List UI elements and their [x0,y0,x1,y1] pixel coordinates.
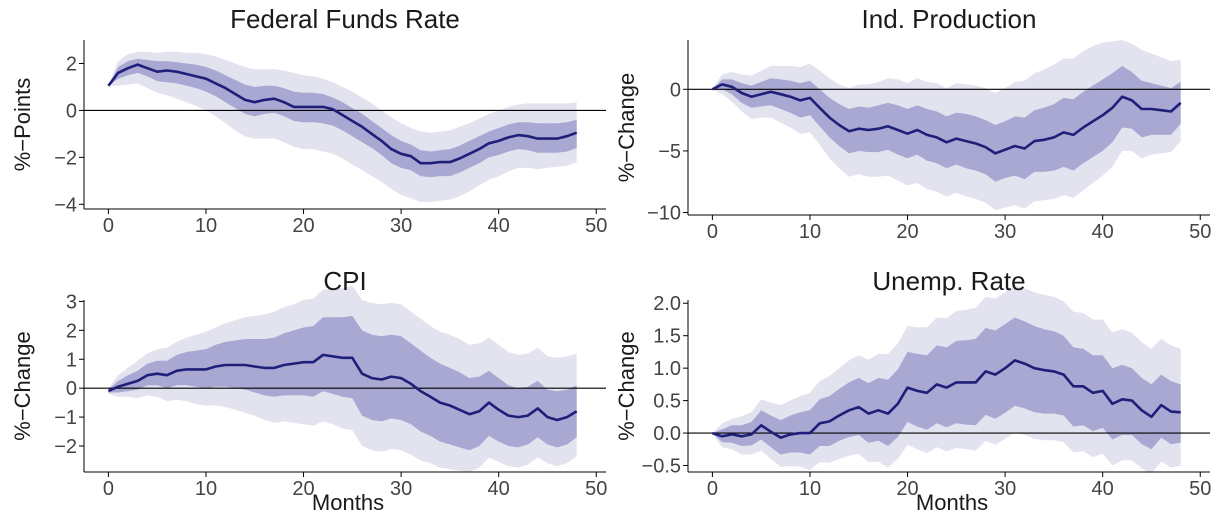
y-tick-label: 0.0 [653,423,681,445]
x-axis-label: Months [916,490,988,515]
y-tick-label: 1.5 [653,326,681,348]
x-tick-label: 40 [1092,478,1114,500]
y-tick-label: 0.5 [653,391,681,413]
x-tick-label: 0 [103,215,114,237]
y-tick-label: 2 [66,320,77,342]
y-tick-label: −4 [54,194,77,216]
median-response-line [107,353,578,422]
chart-title: Ind. Production [862,4,1037,34]
x-tick-label: 50 [585,215,607,237]
x-tick-label: 50 [1189,221,1211,243]
y-tick-label: 0 [66,100,77,122]
x-tick-label: 20 [896,221,918,243]
chart-panel-4: 2.0 1.5 1.0 0.5 0.0 −0.5 0 10 20 30 40 50 Unemp. Rat… [614,266,1211,515]
chart-title: Federal Funds Rate [230,4,460,34]
y-tick-label: −5 [658,141,681,163]
x-tick-label: 40 [1092,221,1114,243]
y-tick-label: −2 [54,147,77,169]
median-response-line [711,83,1182,155]
y-tick-label: −2 [54,436,77,458]
y-tick-label: −10 [647,203,681,225]
median-response-line [711,359,1181,439]
x-tick-label: 30 [390,478,412,500]
x-tick-label: 10 [799,478,821,500]
x-tick-label: 30 [390,215,412,237]
x-tick-label: 20 [292,215,314,237]
y-tick-label: 3 [66,291,77,313]
x-tick-label: 10 [799,221,821,243]
y-tick-label: 2 [66,53,77,75]
y-tick-label: −1 [54,407,77,429]
x-tick-label: 20 [292,478,314,500]
chart-panel-2: 0 −5 −10 0 10 20 30 40 50 Ind. Production %−Change [614,4,1211,243]
x-tick-label: 50 [1189,478,1211,500]
y-tick-label: −0.5 [642,456,681,478]
y-tick-label: 2.0 [653,293,681,315]
x-tick-label: 0 [103,478,114,500]
chart-title: Unemp. Rate [872,266,1025,296]
inner-credible-band [712,65,1181,182]
y-tick-label: 0 [670,79,681,101]
y-axis-label: %−Change [614,73,639,182]
y-axis-label: %−Change [10,331,35,440]
x-tick-label: 20 [896,478,918,500]
x-tick-label: 50 [585,478,607,500]
x-axis-label: Months [312,490,384,515]
x-tick-label: 40 [488,478,510,500]
x-tick-label: 30 [994,478,1016,500]
x-tick-label: 0 [707,478,718,500]
median-response-line [107,63,578,165]
inner-credible-band [108,315,577,451]
x-tick-label: 30 [994,221,1016,243]
y-tick-label: 1 [66,349,77,371]
x-tick-label: 40 [488,215,510,237]
y-axis-label: %−Points [10,78,35,172]
x-tick-label: 0 [707,221,718,243]
x-tick-label: 10 [195,478,217,500]
y-axis-label: %−Change [614,331,639,440]
x-tick-label: 10 [195,215,217,237]
y-tick-label: 0 [66,378,77,400]
chart-title: CPI [323,266,366,296]
y-tick-label: 1.0 [653,358,681,380]
